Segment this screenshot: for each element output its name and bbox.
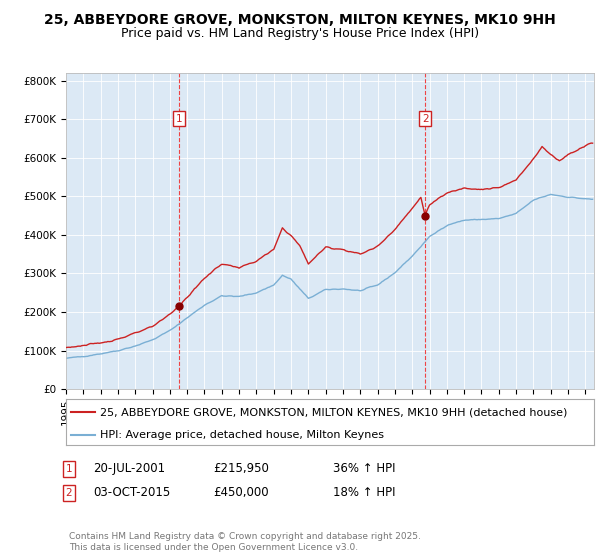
Text: £450,000: £450,000 [213, 486, 269, 500]
Text: Price paid vs. HM Land Registry's House Price Index (HPI): Price paid vs. HM Land Registry's House … [121, 27, 479, 40]
Text: 2: 2 [65, 488, 73, 498]
Text: HPI: Average price, detached house, Milton Keynes: HPI: Average price, detached house, Milt… [100, 430, 385, 440]
Text: 03-OCT-2015: 03-OCT-2015 [93, 486, 170, 500]
Text: 25, ABBEYDORE GROVE, MONKSTON, MILTON KEYNES, MK10 9HH: 25, ABBEYDORE GROVE, MONKSTON, MILTON KE… [44, 13, 556, 27]
Text: 1: 1 [176, 114, 183, 124]
Text: Contains HM Land Registry data © Crown copyright and database right 2025.
This d: Contains HM Land Registry data © Crown c… [69, 532, 421, 552]
Text: 2: 2 [422, 114, 428, 124]
Text: 20-JUL-2001: 20-JUL-2001 [93, 462, 165, 475]
Text: £215,950: £215,950 [213, 462, 269, 475]
Text: 1: 1 [65, 464, 73, 474]
Text: 25, ABBEYDORE GROVE, MONKSTON, MILTON KEYNES, MK10 9HH (detached house): 25, ABBEYDORE GROVE, MONKSTON, MILTON KE… [100, 407, 568, 417]
Text: 36% ↑ HPI: 36% ↑ HPI [333, 462, 395, 475]
Text: 18% ↑ HPI: 18% ↑ HPI [333, 486, 395, 500]
